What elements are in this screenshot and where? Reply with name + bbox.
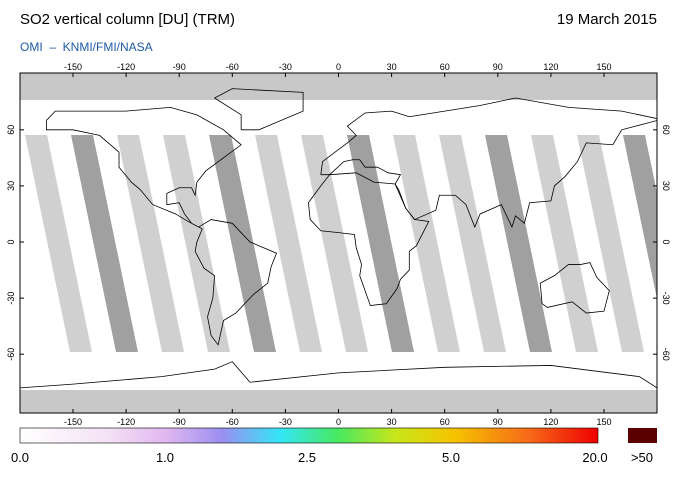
lon-label: 120 xyxy=(543,62,558,72)
lon-label: -150 xyxy=(64,417,82,427)
lat-label: 0 xyxy=(6,239,16,244)
lon-label: -60 xyxy=(226,62,239,72)
lon-label: -30 xyxy=(279,62,292,72)
colorbar-label: 0.0 xyxy=(11,450,29,465)
orbit-gap xyxy=(255,135,322,352)
colorbar xyxy=(19,427,599,444)
lon-label: 30 xyxy=(387,417,397,427)
colorbar-overflow xyxy=(628,428,657,443)
orbit-gap xyxy=(623,135,657,299)
credit: OMI – KNMI/FMI/NASA xyxy=(20,40,153,54)
lon-label: 0 xyxy=(336,62,341,72)
coastline xyxy=(539,262,610,314)
colorbar-label: 1.0 xyxy=(156,450,174,465)
lon-label: 120 xyxy=(543,417,558,427)
coastline xyxy=(20,361,657,389)
orbit-gap xyxy=(485,135,552,352)
orbit-gap xyxy=(301,135,368,352)
map xyxy=(20,73,657,413)
lon-label: 150 xyxy=(596,417,611,427)
lon-label: -90 xyxy=(173,417,186,427)
colorbar-label: 2.5 xyxy=(298,450,316,465)
orbit-gap xyxy=(71,135,138,352)
colorbar-label: 20.0 xyxy=(582,450,607,465)
lon-label: 30 xyxy=(387,62,397,72)
colorbar-overflow-label: >50 xyxy=(631,450,653,465)
lon-label: 0 xyxy=(336,417,341,427)
lon-label: 150 xyxy=(596,62,611,72)
lat-label: -60 xyxy=(661,348,671,361)
lat-label: 30 xyxy=(661,181,671,191)
lat-label: -60 xyxy=(6,348,16,361)
orbit-gap xyxy=(439,135,506,352)
coastline xyxy=(46,106,242,228)
lat-label: -30 xyxy=(661,292,671,305)
colorbar-label: 5.0 xyxy=(442,450,460,465)
orbit-gap xyxy=(347,135,414,352)
orbit-gap xyxy=(25,135,92,352)
orbit-gap xyxy=(117,135,184,352)
orbit-gap xyxy=(577,135,644,352)
lat-label: 60 xyxy=(6,125,16,135)
lat-label: 0 xyxy=(661,239,671,244)
date: 19 March 2015 xyxy=(557,11,657,28)
coastline xyxy=(213,88,304,131)
lon-label: -60 xyxy=(226,417,239,427)
orbit-gap xyxy=(209,135,276,352)
lon-label: 90 xyxy=(493,62,503,72)
coastline xyxy=(320,97,657,229)
title: SO2 vertical column [DU] (TRM) xyxy=(20,11,235,28)
lon-label: -30 xyxy=(279,417,292,427)
no-data xyxy=(20,390,657,413)
lat-label: 30 xyxy=(6,181,16,191)
lat-label: 60 xyxy=(661,125,671,135)
coastline xyxy=(308,172,430,307)
coastline xyxy=(194,219,278,346)
lat-label: -30 xyxy=(6,292,16,305)
lon-label: -120 xyxy=(117,417,135,427)
orbit-gap xyxy=(393,135,460,352)
lon-label: 60 xyxy=(440,417,450,427)
orbit-gap xyxy=(531,135,598,352)
no-data xyxy=(20,73,657,100)
lon-label: 90 xyxy=(493,417,503,427)
lon-label: -120 xyxy=(117,62,135,72)
lon-label: -150 xyxy=(64,62,82,72)
lon-label: 60 xyxy=(440,62,450,72)
lon-label: -90 xyxy=(173,62,186,72)
